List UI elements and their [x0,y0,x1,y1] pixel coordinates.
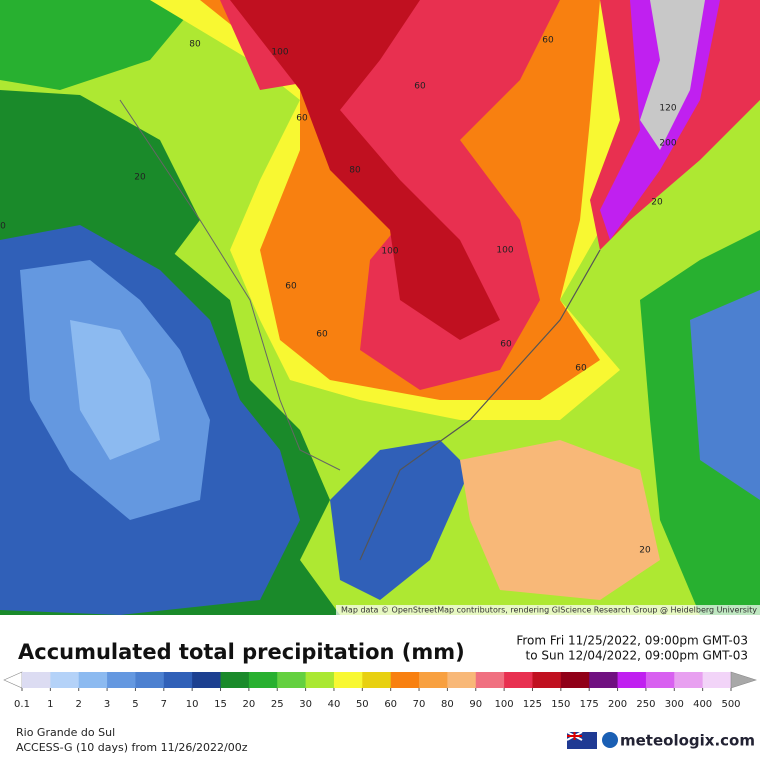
legend-label: 10 [186,699,199,710]
legend-label: 0.1 [14,699,30,710]
region: Rio Grande do Sul [16,726,115,739]
contour-label: 100 [271,48,288,58]
contour-label: 0 [0,222,6,232]
contour-label: 80 [349,166,361,176]
contour-label: 200 [659,139,676,149]
contour-label: 20 [134,173,146,183]
attribution: Map data © OpenStreetMap contributors, r… [341,606,757,615]
legend-label: 150 [551,699,570,710]
legend-swatch [560,672,590,688]
contour-label: 60 [500,340,512,350]
legend-swatch [220,672,250,688]
legend-swatch [22,672,51,688]
contour-label: 20 [651,198,663,208]
legend-swatch [362,672,392,688]
legend-label: 40 [328,699,341,710]
contour-label: 60 [575,364,587,374]
legend-arrow [730,671,757,689]
legend-swatch [78,672,108,688]
field [70,320,160,460]
legend-label: 1 [47,699,53,710]
legend-label: 90 [469,699,482,710]
field [460,440,660,600]
legend-label: 5 [132,699,138,710]
field [690,290,760,500]
legend-arrow [3,671,23,689]
legend-label: 175 [580,699,599,710]
legend-swatch [419,672,448,688]
map: Map data © OpenStreetMap contributors, r… [0,0,760,615]
legend-label: 2 [76,699,82,710]
legend-swatch [135,672,165,688]
legend-label: 15 [214,699,227,710]
contour-label: 60 [285,282,297,292]
legend-swatch [305,672,335,688]
legend-swatch [107,672,136,688]
legend-label: 25 [271,699,284,710]
field [0,0,200,90]
legend-swatch [333,672,363,688]
model-info: ACCESS-G (10 days) from 11/26/2022/00z [16,741,248,754]
legend-label: 20 [243,699,256,710]
contour-label: 80 [189,40,201,50]
legend-label: 50 [356,699,369,710]
legend-swatch [589,672,619,688]
legend-title: Accumulated total precipitation (mm) [18,640,465,664]
legend-swatch [50,672,80,688]
legend-label: 80 [441,699,454,710]
legend-swatch [192,672,222,688]
contour-label: 20 [639,546,651,556]
period-to: to Sun 12/04/2022, 09:00pm GMT-03 [526,649,748,663]
contour-label: 60 [316,330,328,340]
colorbar: 0.1 1 2 3 5 7 10 15 20 25 30 40 50 60 70 80 90 100 125 150 1… [3,671,757,710]
legend-swatch [163,672,193,688]
contour-label: 60 [414,82,426,92]
field [330,440,470,600]
legend-swatch [390,672,420,688]
legend-swatch [475,672,505,688]
legend-swatch [702,672,732,688]
brand-logo [602,732,618,748]
legend-swatch [674,672,704,688]
contour-label: 60 [542,36,554,46]
coastline [359,249,601,561]
legend-label: 300 [665,699,684,710]
legend-label: 250 [636,699,655,710]
legend-swatch [532,672,562,688]
field [640,0,705,150]
legend-label: 500 [721,699,740,710]
flag-icon [566,731,597,749]
attribution-bg [336,605,760,615]
period-from: From Fri 11/25/2022, 09:00pm GMT-03 [516,634,748,648]
border [119,99,341,471]
legend-label: 200 [608,699,627,710]
legend-swatch [504,672,533,688]
legend-label: 400 [693,699,712,710]
legend-label: 3 [104,699,110,710]
legend-label: 70 [413,699,426,710]
contour-label: 60 [296,114,308,124]
brand[interactable]: meteologix.com [620,732,755,750]
contour-label: 120 [659,104,676,114]
legend-swatch [645,672,675,688]
field [230,0,500,340]
contour-label: 100 [381,247,398,257]
legend-swatch [617,672,647,688]
legend-label: 30 [299,699,312,710]
legend-label: 100 [495,699,514,710]
legend-swatch [248,672,278,688]
legend-swatch [447,672,477,688]
contour-label: 100 [496,246,513,256]
legend-label: 7 [161,699,167,710]
legend-swatch [277,672,307,688]
legend-label: 125 [523,699,542,710]
legend-label: 60 [384,699,397,710]
